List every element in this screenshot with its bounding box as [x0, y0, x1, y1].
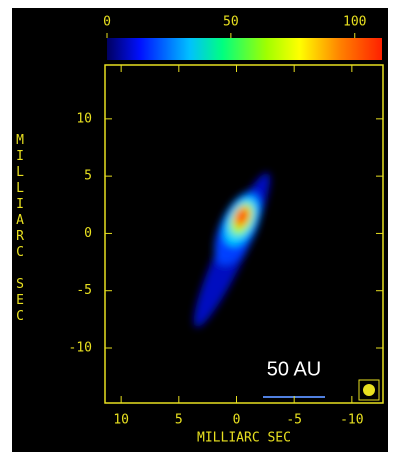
- x-tick-label: 10: [113, 413, 129, 428]
- y-tick-label: 0: [84, 226, 92, 241]
- beam: [363, 384, 375, 396]
- x-axis-label: MILLIARC SEC: [197, 431, 291, 446]
- colorbar-tick-label: 100: [343, 15, 366, 30]
- colorbar: [107, 38, 382, 60]
- x-tick-label: -10: [340, 413, 363, 428]
- background: [12, 8, 388, 452]
- x-tick-label: 0: [233, 413, 241, 428]
- x-tick-label: -5: [286, 413, 302, 428]
- chart: 50 AU MILLIARC SEC MILLIARC SEC 1050-5-1…: [0, 0, 397, 457]
- y-tick-label: 5: [84, 169, 92, 184]
- y-tick-label: -10: [69, 341, 92, 356]
- colorbar-tick-label: 0: [103, 15, 111, 30]
- colorbar-tick-label: 50: [223, 15, 239, 30]
- y-tick-label: 10: [76, 111, 92, 126]
- annotation: 50 AU: [267, 358, 321, 380]
- page: 50 AU MILLIARC SEC MILLIARC SEC 1050-5-1…: [0, 0, 397, 457]
- y-tick-label: -5: [76, 283, 92, 298]
- x-tick-label: 5: [175, 413, 183, 428]
